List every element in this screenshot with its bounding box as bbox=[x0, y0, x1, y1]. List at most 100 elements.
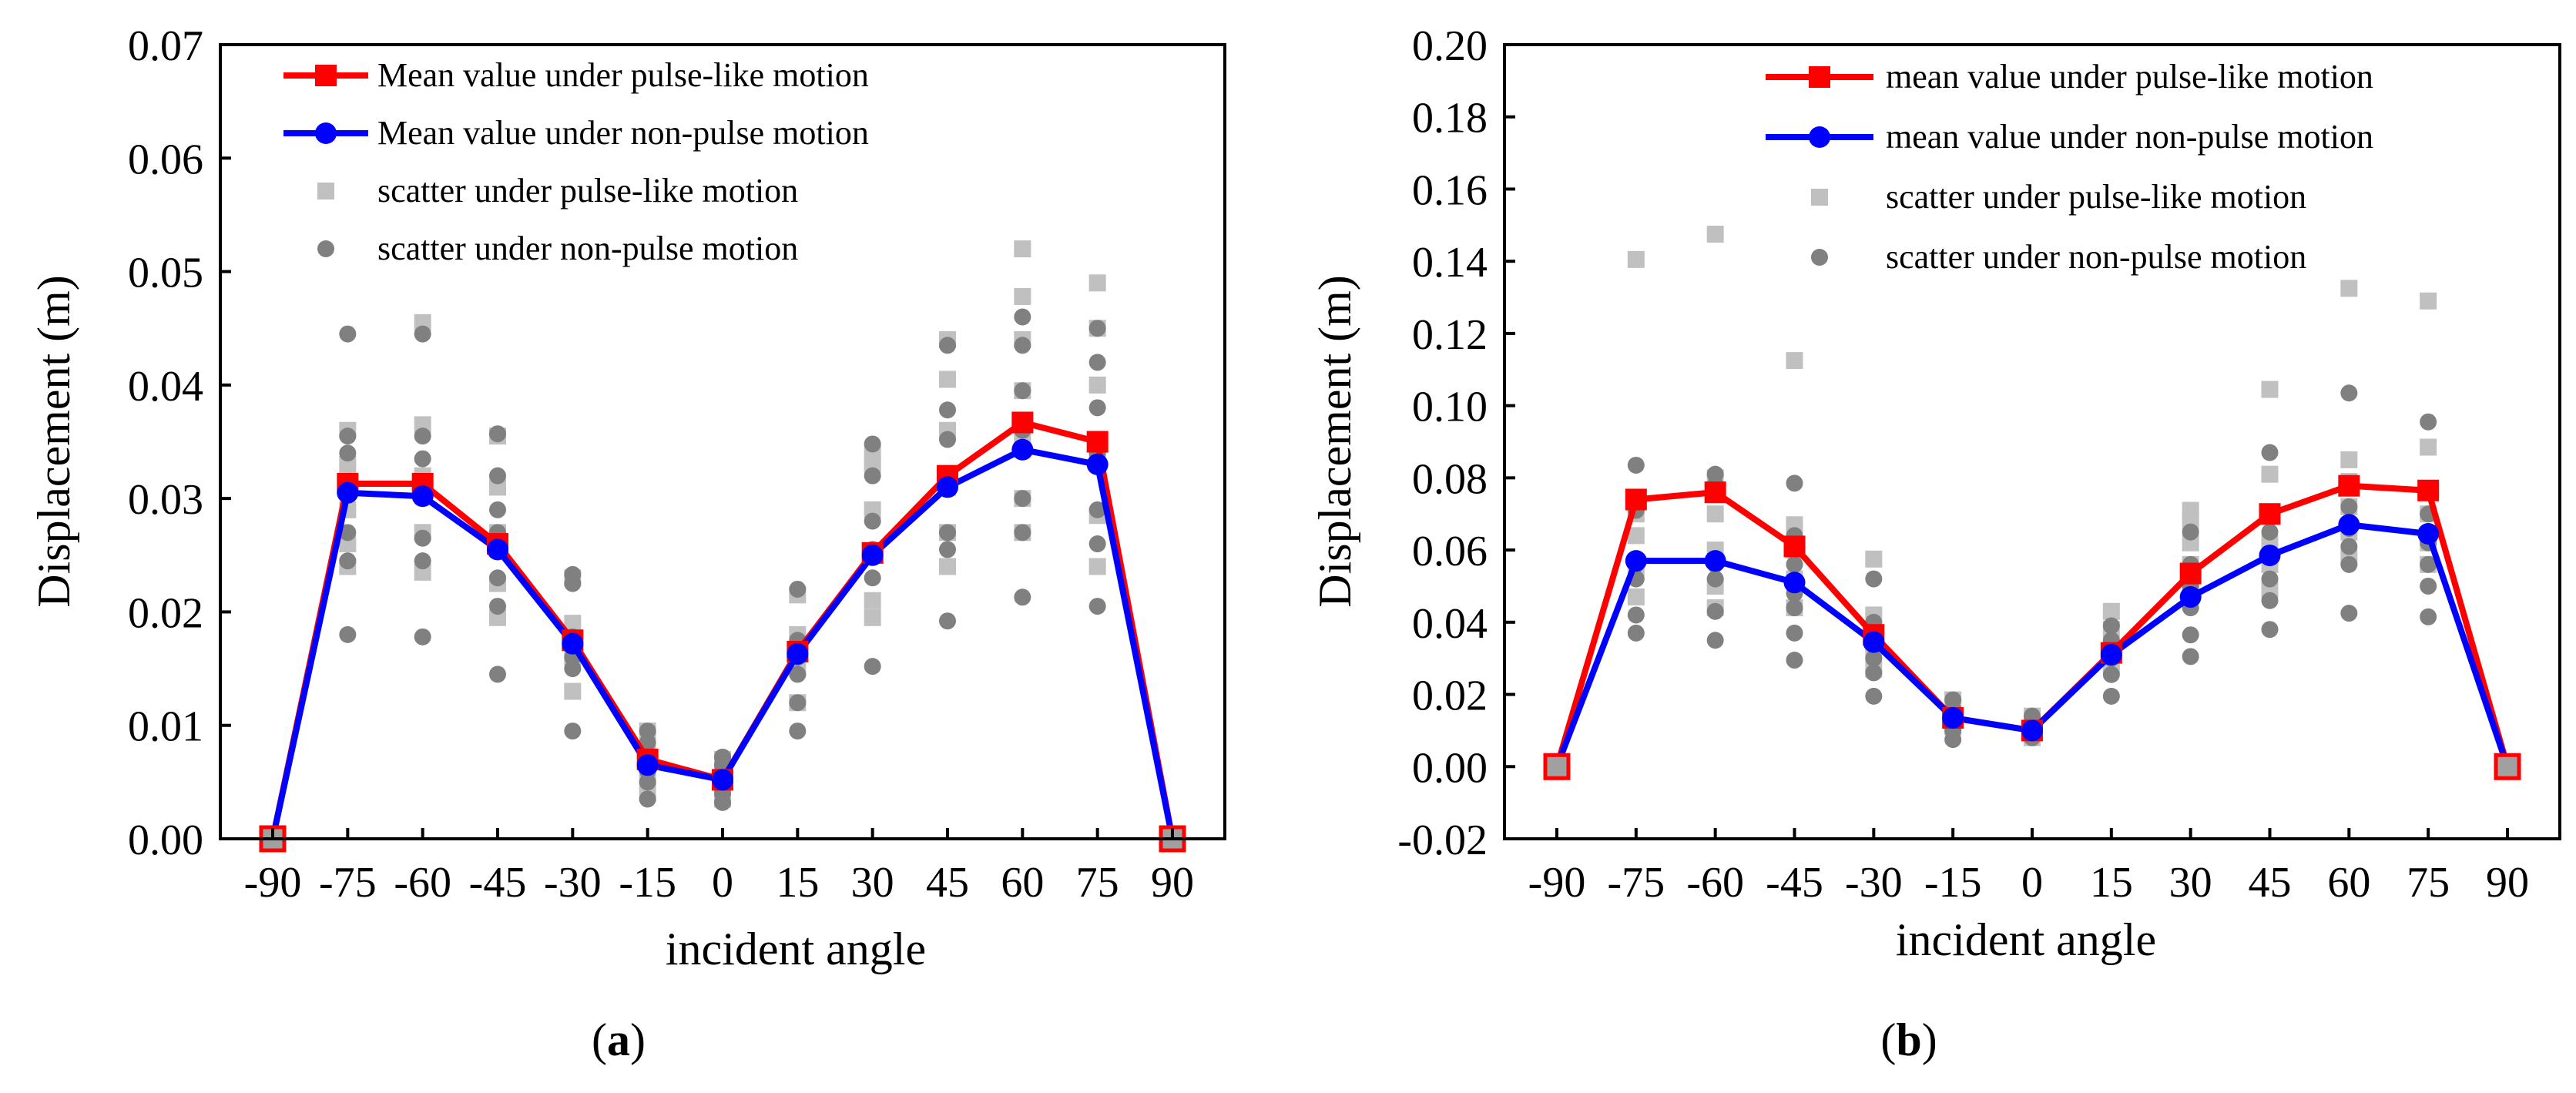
scatter-point-nonpulse bbox=[1865, 687, 1883, 705]
scatter-point-nonpulse bbox=[1627, 456, 1645, 474]
scatter-point-nonpulse bbox=[1088, 535, 1106, 553]
y-tick-label: 0.00 bbox=[128, 816, 203, 864]
y-tick-label: 0.10 bbox=[1412, 384, 1488, 431]
scatter-point-pulse bbox=[2261, 465, 2279, 483]
x-axis-title: incident angle bbox=[1896, 914, 2156, 965]
scatter-point-nonpulse bbox=[2420, 413, 2437, 431]
scatter-point-nonpulse bbox=[2420, 577, 2437, 595]
y-tick-label: -0.02 bbox=[1397, 816, 1488, 864]
scatter-point-pulse bbox=[1014, 240, 1031, 258]
scatter-point-nonpulse bbox=[2261, 570, 2279, 588]
mean-point-nonpulse bbox=[1011, 438, 1034, 461]
scatter-point-nonpulse bbox=[864, 467, 881, 484]
scatter-point-nonpulse bbox=[1014, 308, 1031, 326]
scatter-point-nonpulse bbox=[1014, 524, 1031, 541]
scatter-point-pulse bbox=[2340, 451, 2358, 468]
scatter-point-nonpulse bbox=[489, 425, 506, 443]
scatter-point-nonpulse bbox=[1627, 624, 1645, 642]
x-tick-label: 45 bbox=[2249, 859, 2292, 907]
scatter-point-nonpulse bbox=[414, 529, 431, 547]
scatter-point-nonpulse bbox=[1865, 664, 1883, 682]
legend-marker-swatch bbox=[315, 122, 337, 144]
x-axis-title: incident angle bbox=[666, 924, 926, 974]
mean-point-nonpulse bbox=[337, 481, 359, 504]
mean-point-nonpulse bbox=[2417, 523, 2440, 545]
scatter-point-nonpulse bbox=[1786, 555, 1803, 573]
scatter-point-pulse bbox=[864, 609, 881, 626]
scatter-point-nonpulse bbox=[1706, 570, 1724, 588]
scatter-point-pulse bbox=[1088, 274, 1106, 292]
x-tick-label: -60 bbox=[1686, 859, 1744, 907]
scatter-point-pulse bbox=[564, 615, 582, 632]
x-tick-label: 60 bbox=[2327, 859, 2370, 907]
scatter-point-pulse bbox=[1706, 226, 1724, 243]
scatter-point-nonpulse bbox=[2182, 523, 2199, 541]
scatter-point-pulse bbox=[2420, 292, 2437, 310]
scatter-point-nonpulse bbox=[1786, 599, 1803, 617]
scatter-point-nonpulse bbox=[789, 580, 807, 598]
scatter-point-pulse bbox=[1865, 550, 1883, 568]
mean-point-nonpulse bbox=[1704, 550, 1726, 572]
scatter-point-nonpulse bbox=[639, 790, 656, 808]
scatter-point-nonpulse bbox=[339, 444, 357, 462]
scatter-point-nonpulse bbox=[414, 628, 431, 645]
chart-panel-a: 0.000.010.020.030.040.050.060.07 -90 -75-… bbox=[29, 22, 1226, 1065]
x-tick-label: -15 bbox=[619, 859, 676, 907]
scatter-point-nonpulse bbox=[1014, 490, 1031, 508]
y-tick-label: 0.04 bbox=[1412, 600, 1488, 648]
scatter-point-nonpulse bbox=[864, 569, 881, 587]
scatter-point-pulse bbox=[1627, 588, 1645, 606]
x-tick-label: 15 bbox=[776, 859, 819, 907]
legend-marker-swatch bbox=[317, 240, 334, 257]
scatter-point-nonpulse bbox=[714, 793, 731, 811]
scatter-point-nonpulse bbox=[1706, 602, 1724, 620]
scatter-point-nonpulse bbox=[939, 401, 956, 419]
scatter-point-nonpulse bbox=[1014, 382, 1031, 400]
y-tick-label: 0.04 bbox=[128, 363, 203, 411]
legend-marker-swatch bbox=[1809, 126, 1830, 148]
x-tick-label: -75 bbox=[319, 859, 377, 907]
scatter-point-nonpulse bbox=[2102, 666, 2120, 683]
scatter-point-nonpulse bbox=[939, 524, 956, 541]
scatter-point-nonpulse bbox=[414, 427, 431, 445]
endpoint-marker bbox=[2494, 753, 2521, 780]
scatter-point-pulse bbox=[2102, 602, 2120, 620]
mean-point-nonpulse bbox=[712, 769, 733, 791]
scatter-point-nonpulse bbox=[1088, 320, 1106, 337]
scatter-point-nonpulse bbox=[1944, 731, 1962, 749]
y-tick-label: 0.18 bbox=[1412, 95, 1488, 142]
scatter-point-nonpulse bbox=[2102, 617, 2120, 635]
mean-point-nonpulse bbox=[787, 642, 809, 665]
scatter-point-nonpulse bbox=[414, 552, 431, 570]
scatter-point-pulse bbox=[2261, 381, 2279, 398]
legend-label: scatter under non-pulse motion bbox=[1886, 238, 2306, 276]
x-tick-label: 60 bbox=[1001, 859, 1044, 907]
mean-point-nonpulse bbox=[2259, 545, 2281, 567]
mean-point-pulse bbox=[1783, 535, 1806, 558]
legend-marker-swatch bbox=[315, 65, 337, 86]
scatter-point-nonpulse bbox=[489, 467, 506, 484]
scatter-point-nonpulse bbox=[1014, 337, 1031, 354]
x-tick-label: -45 bbox=[469, 859, 527, 907]
x-tick-label: 0 bbox=[712, 859, 733, 907]
scatter-point-nonpulse bbox=[2261, 444, 2279, 461]
scatter-point-pulse bbox=[939, 558, 956, 575]
mean-point-pulse bbox=[2179, 562, 2202, 585]
scatter-point-nonpulse bbox=[2340, 498, 2358, 515]
scatter-point-nonpulse bbox=[2340, 605, 2358, 622]
scatter-point-pulse bbox=[2420, 438, 2437, 456]
scatter-point-pulse bbox=[939, 370, 956, 388]
x-tick-label: -60 bbox=[394, 859, 451, 907]
scatter-point-nonpulse bbox=[1627, 606, 1645, 624]
scatter-point-pulse bbox=[1627, 527, 1645, 545]
scatter-point-nonpulse bbox=[789, 666, 807, 683]
mean-point-nonpulse bbox=[636, 754, 659, 776]
x-tick-label: 0 bbox=[2021, 859, 2043, 907]
panel-label-b: (b) bbox=[1880, 1014, 1937, 1065]
mean-point-pulse bbox=[1625, 488, 1647, 511]
scatter-point-nonpulse bbox=[864, 435, 881, 453]
mean-point-nonpulse bbox=[1625, 550, 1647, 572]
scatter-point-nonpulse bbox=[564, 575, 582, 592]
scatter-point-nonpulse bbox=[489, 598, 506, 615]
scatter-point-nonpulse bbox=[1706, 632, 1724, 649]
